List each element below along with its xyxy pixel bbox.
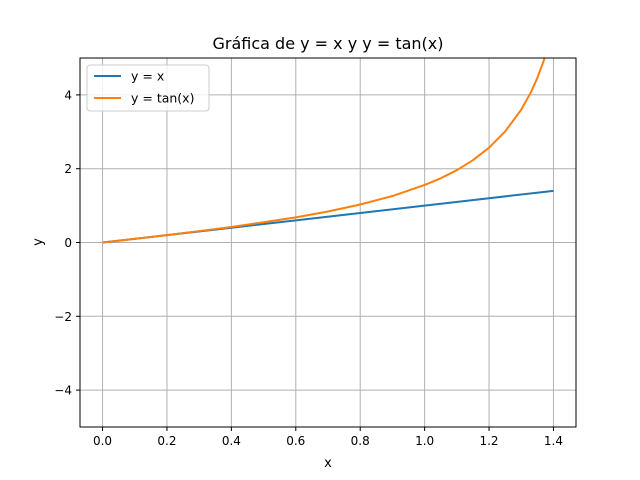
y-tick-label: 2: [64, 162, 72, 176]
x-tick-label: 0.8: [351, 434, 370, 448]
x-tick-label: 0.4: [222, 434, 241, 448]
x-tick-label: 0.2: [157, 434, 176, 448]
y-tick-label: 0: [64, 236, 72, 250]
x-tick-label: 1.2: [479, 434, 498, 448]
grid: [80, 58, 576, 427]
x-tick-label: 1.4: [544, 434, 563, 448]
x-tick-label: 0.0: [93, 434, 112, 448]
y-axis-label: y: [31, 238, 46, 246]
plot-series: [102, 58, 554, 244]
x-tick-label: 0.6: [286, 434, 305, 448]
axis-ticks: 0.0 0.2 0.4 0.6 0.8 1.0 1.2 1.4 −4 −2 0 2 4: [54, 88, 563, 448]
y-tick-label: 4: [64, 88, 72, 102]
legend-label-y-equals-tan-x: y = tan(x): [131, 91, 194, 106]
chart-title: Gráfica de y = x y y = tan(x): [212, 34, 443, 53]
y-tick-label: −2: [54, 310, 72, 324]
y-tick-label: −4: [54, 384, 72, 398]
legend-label-y-equals-x: y = x: [131, 69, 164, 84]
legend: y = x y = tan(x): [86, 64, 210, 112]
x-axis-label: x: [324, 456, 332, 471]
series-line-y-tan-x: [102, 58, 546, 244]
x-tick-label: 1.0: [415, 434, 434, 448]
